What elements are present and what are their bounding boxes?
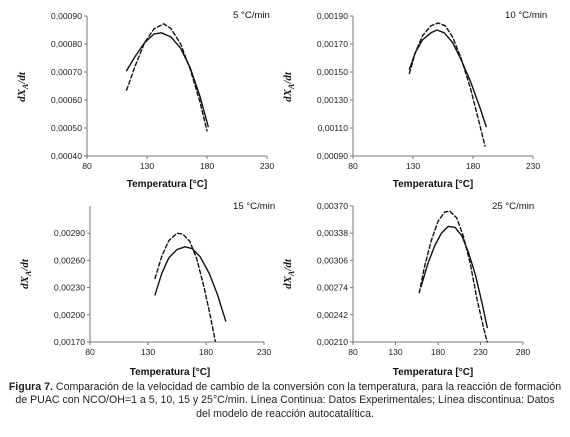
heating-rate-label: 25 °C/min xyxy=(492,201,534,212)
x-tick-label: 130 xyxy=(141,347,156,357)
figure-caption-text: Comparación de la velocidad de cambio de… xyxy=(15,381,562,420)
y-axis-label-tail: /dt xyxy=(282,258,294,272)
y-axis-label: dXA/dt xyxy=(282,258,296,289)
y-tick-label: 0,00274 xyxy=(317,283,348,293)
y-axis-label-subscript: A xyxy=(287,83,296,90)
figure-charts: 0,00040 0,00050 0,00060 0,00070 0,00080 0,000… xyxy=(16,10,547,378)
y-tick-label: 0,00170 xyxy=(54,337,85,347)
x-tick-label: 230 xyxy=(526,161,541,171)
y-tick-label: 0,00050 xyxy=(51,123,82,133)
y-tick-label: 0,00070 xyxy=(51,67,82,77)
heating-rate-label: 15 °C/min xyxy=(233,201,275,212)
y-tick-label: 0,00170 xyxy=(317,39,348,49)
x-axis-label: Temperatura [°C] xyxy=(393,367,474,378)
heating-rate-label: 5 °C/min xyxy=(233,10,270,21)
x-axis-label: Temperatura [°C] xyxy=(127,179,208,190)
y-tick-label: 0,00150 xyxy=(317,67,348,77)
x-tick-label: 80 xyxy=(82,161,92,171)
y-axis-label-tail: /dt xyxy=(16,71,28,85)
x-tick-label: 230 xyxy=(257,347,272,357)
y-axis-label: dXA/dt xyxy=(19,258,33,289)
experimental-series-line xyxy=(154,246,227,322)
y-tick-label: 0,00338 xyxy=(317,228,348,238)
x-tick-label: 280 xyxy=(516,347,531,357)
x-axis-label: Temperatura [°C] xyxy=(393,179,474,190)
y-tick-label: 0,00190 xyxy=(317,11,348,21)
y-axis-label: dXA/dt xyxy=(16,71,30,102)
y-axis-label-tail: /dt xyxy=(19,258,31,272)
y-tick-label: 0,00242 xyxy=(317,310,348,320)
model-series-line xyxy=(154,232,217,342)
figure-label: Figura 7. xyxy=(8,381,53,393)
y-tick-label: 0,00230 xyxy=(54,283,85,293)
x-tick-label: 180 xyxy=(199,347,214,357)
y-axis-label-subscript: A xyxy=(287,270,296,277)
y-tick-label: 0,00306 xyxy=(317,255,348,265)
y-axis-label-main: dX xyxy=(16,88,28,102)
x-tick-label: 80 xyxy=(85,347,95,357)
y-axis-label-subscript: A xyxy=(21,83,30,90)
y-tick-label: 0,00260 xyxy=(54,255,85,265)
model-series-line xyxy=(408,22,486,147)
y-tick-label: 0,00060 xyxy=(51,95,82,105)
x-tick-label: 130 xyxy=(406,161,421,171)
x-tick-label: 130 xyxy=(388,347,403,357)
y-tick-label: 0,00370 xyxy=(317,201,348,211)
y-axis-label-subscript: A xyxy=(24,270,33,277)
y-tick-label: 0,00290 xyxy=(54,228,85,238)
x-tick-label: 80 xyxy=(348,161,358,171)
experimental-series-line xyxy=(125,32,209,128)
model-series-line xyxy=(418,210,488,343)
y-tick-label: 0,00110 xyxy=(318,123,349,133)
x-axis-label: Temperatura [°C] xyxy=(130,367,211,378)
x-tick-label: 230 xyxy=(473,347,488,357)
y-axis-label-main: dX xyxy=(19,275,31,289)
y-tick-label: 0,00200 xyxy=(54,310,85,320)
y-tick-label: 0,00080 xyxy=(51,39,82,49)
experimental-series-line xyxy=(408,29,487,128)
x-tick-label: 130 xyxy=(140,161,155,171)
x-tick-label: 180 xyxy=(466,161,481,171)
y-tick-label: 0,00210 xyxy=(317,337,348,347)
y-tick-label: 0,00040 xyxy=(51,151,82,161)
x-tick-label: 180 xyxy=(200,161,215,171)
model-series-line xyxy=(125,23,208,132)
x-tick-label: 80 xyxy=(348,347,358,357)
y-axis-label-main: dX xyxy=(282,88,294,102)
y-axis-label-tail: /dt xyxy=(282,71,294,85)
y-tick-label: 0,00090 xyxy=(317,151,348,161)
experimental-series-line xyxy=(420,225,488,329)
heating-rate-label: 10 °C/min xyxy=(505,10,547,21)
figure-caption: Figura 7. Comparación de la velocidad de… xyxy=(8,381,562,421)
y-axis-label-main: dX xyxy=(282,275,294,289)
x-tick-label: 180 xyxy=(431,347,446,357)
y-tick-label: 0,00130 xyxy=(317,95,348,105)
y-tick-label: 0,00090 xyxy=(51,11,82,21)
y-axis-label: dXA/dt xyxy=(282,71,296,102)
x-tick-label: 230 xyxy=(260,161,275,171)
